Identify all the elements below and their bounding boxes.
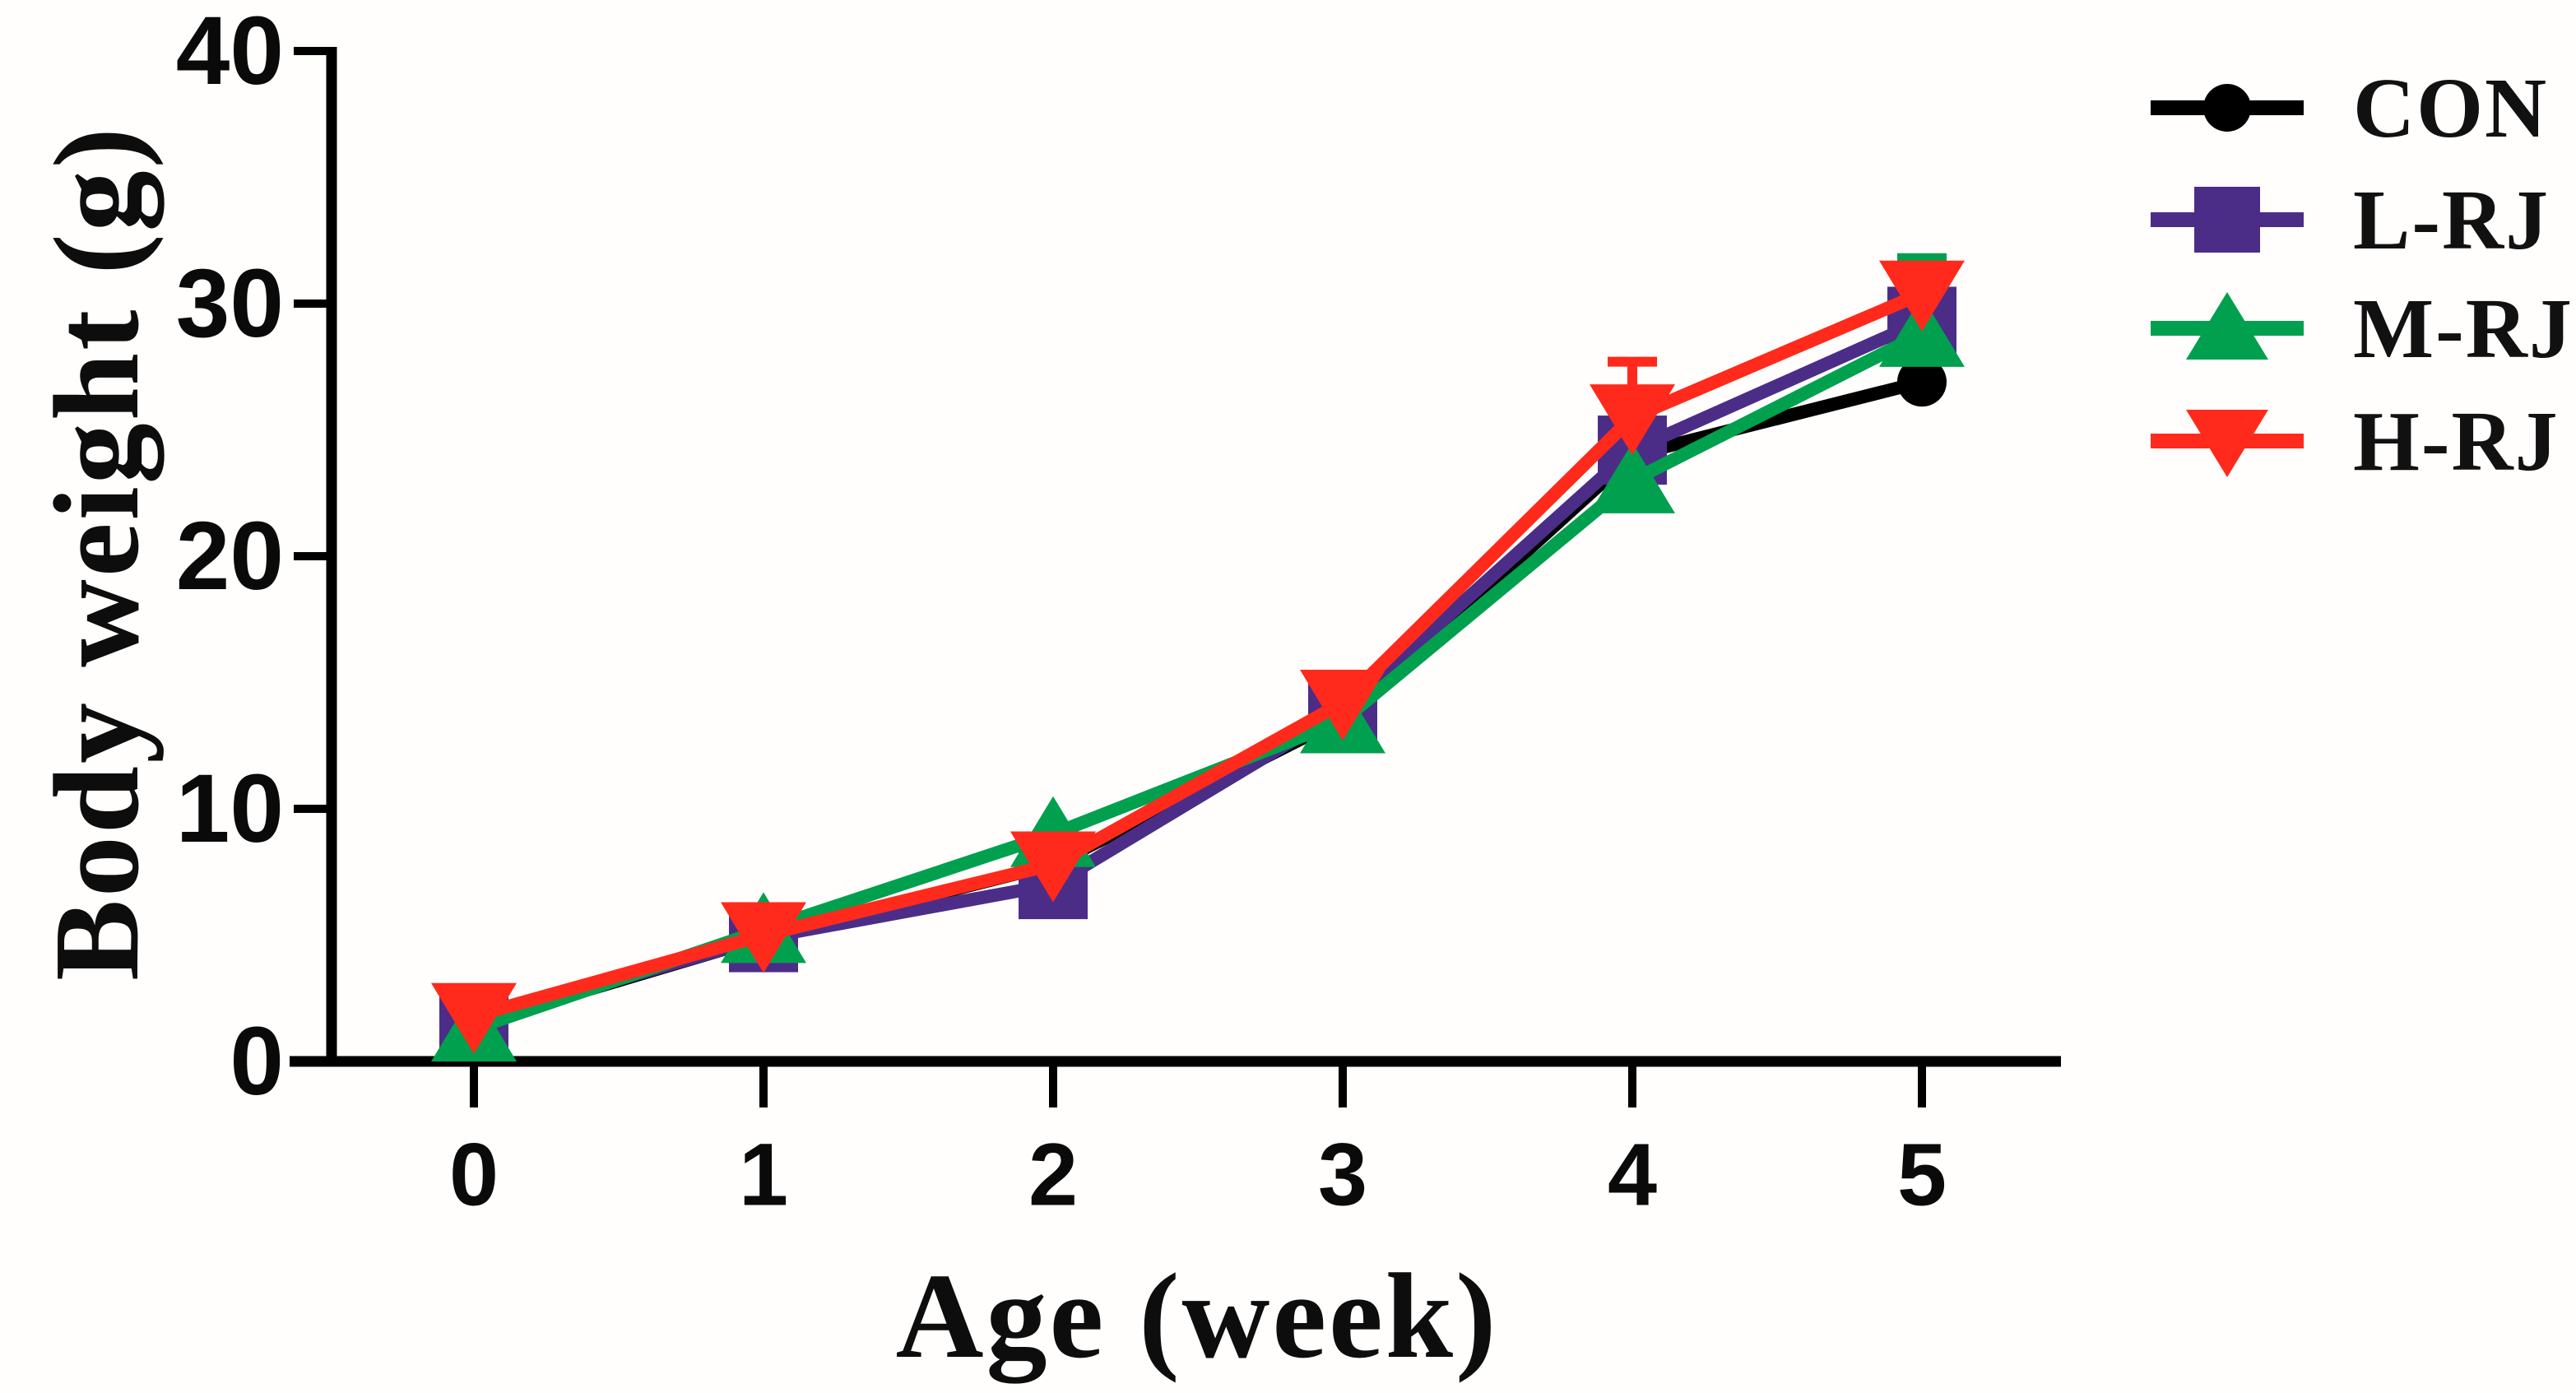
circle-icon: [2203, 84, 2251, 132]
M-RJ-line: [467, 327, 1929, 1036]
y-axis-title: Body weight (g): [30, 125, 165, 981]
legend-label-h-rj: H-RJ: [2353, 393, 2560, 489]
legend-item-h-rj: H-RJ: [2149, 390, 2560, 492]
x-tick-label: 2: [1028, 1124, 1078, 1224]
H-RJ-marker-week-1: [721, 902, 806, 973]
H-RJ-marker-week-3: [1300, 670, 1385, 741]
legend-circle-icon: [2151, 84, 2304, 132]
H-RJ-marker-week-5: [1879, 260, 1965, 332]
x-tick-label: 3: [1318, 1124, 1367, 1224]
y-tick-label: 30: [176, 249, 284, 358]
x-tick-label: 1: [739, 1124, 788, 1224]
CON-marker-week-5: [1897, 357, 1947, 407]
triangle-down-icon: [2186, 410, 2268, 477]
M-RJ-marker-week-4: [1590, 442, 1675, 513]
y-tick-label: 0: [230, 1007, 284, 1116]
legend-label-l-rj: L-RJ: [2353, 172, 2550, 267]
triangle-up-icon: [2186, 292, 2268, 360]
CON-line: [467, 375, 1929, 1030]
y-tick-label: 40: [176, 0, 284, 105]
H-RJ-line: [467, 286, 1929, 1023]
H-RJ-marker-week-0: [431, 982, 517, 1054]
L-RJ-line: [467, 314, 1929, 1028]
legend-item-m-rj: M-RJ: [2149, 277, 2574, 379]
legend-triangle-up-icon: [2151, 292, 2304, 360]
legend-item-con: CON: [2149, 57, 2548, 159]
M-RJ-marker-week-5: [1879, 295, 1965, 367]
H-RJ-marker-week-4: [1590, 384, 1675, 456]
legend-label-con: CON: [2353, 60, 2549, 156]
square-icon: [2194, 187, 2260, 253]
x-axis-title: Age (week): [895, 1249, 1499, 1384]
legend-triangle-down-icon: [2151, 410, 2304, 477]
x-tick-label: 0: [449, 1124, 499, 1224]
y-tick-label: 10: [176, 755, 284, 863]
legend-item-l-rj: L-RJ: [2149, 169, 2550, 271]
legend: CON L-RJ M-RJ H-RJ: [2149, 0, 2576, 576]
legend-square-icon: [2151, 187, 2304, 253]
x-tick-label: 4: [1608, 1124, 1657, 1224]
legend-label-m-rj: M-RJ: [2353, 281, 2574, 376]
y-tick-label: 20: [176, 502, 284, 611]
H-RJ-marker-week-2: [1010, 831, 1096, 903]
x-tick-label: 5: [1897, 1124, 1947, 1224]
